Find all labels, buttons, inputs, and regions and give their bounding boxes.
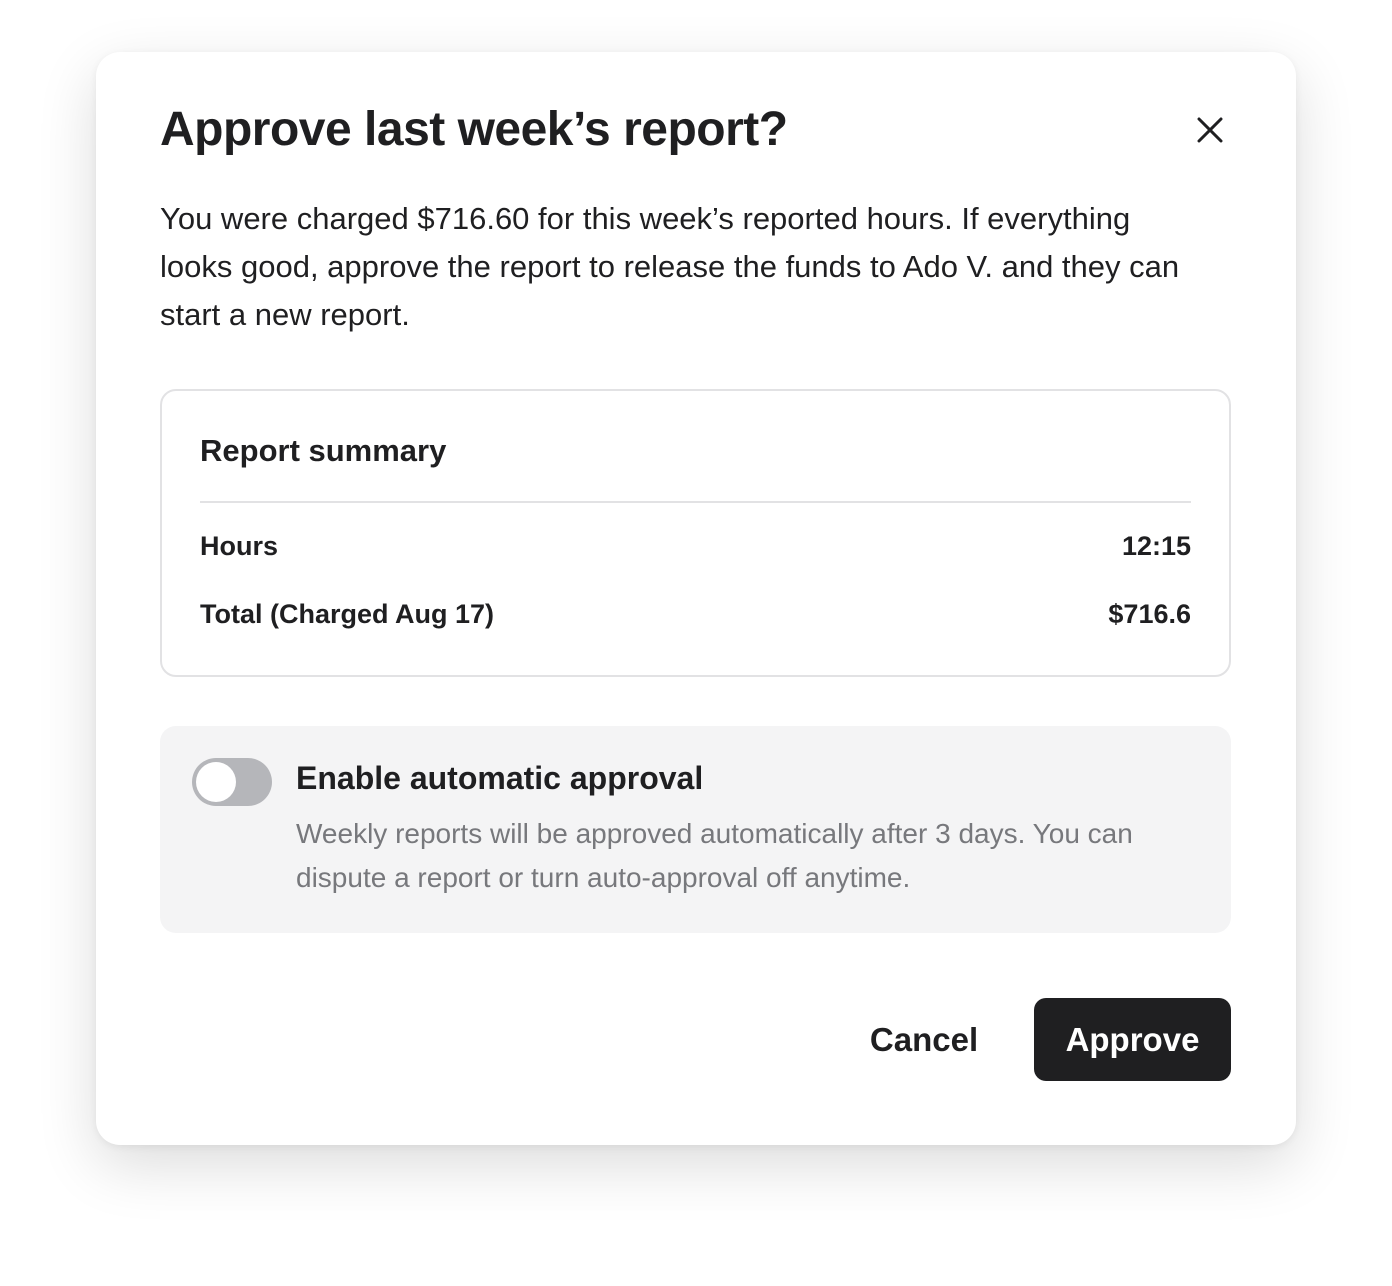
summary-row-total: Total (Charged Aug 17) $716.6: [200, 599, 1191, 630]
row-value: 12:15: [1121, 531, 1191, 561]
dialog-description: You were charged $716.60 for this week’s…: [160, 201, 1180, 332]
auto-approval-description: Weekly reports will be approved automati…: [296, 818, 1133, 893]
toggle-knob: [196, 762, 236, 802]
row-label: Hours: [200, 531, 279, 561]
approve-report-dialog: Approve last week’s report? You were cha…: [96, 52, 1296, 1145]
close-icon: [1197, 117, 1223, 143]
report-summary-card: Report summary Hours 12:15 Total (Charge…: [160, 389, 1231, 677]
row-label: Total (Charged Aug 17): [200, 599, 495, 629]
cancel-button[interactable]: Cancel: [856, 998, 992, 1082]
auto-approval-toggle[interactable]: [192, 758, 272, 806]
approve-button[interactable]: Approve: [1034, 998, 1231, 1081]
divider: [200, 501, 1191, 503]
auto-approval-panel: Enable automatic approval Weekly reports…: [160, 726, 1231, 933]
close-button[interactable]: [1192, 112, 1228, 148]
row-value: $716.6: [1108, 599, 1191, 629]
report-summary-title: Report summary: [200, 433, 447, 468]
auto-approval-label: Enable automatic approval: [296, 760, 704, 796]
dialog-title: Approve last week’s report?: [160, 103, 788, 156]
summary-row-hours: Hours 12:15: [200, 531, 1191, 562]
